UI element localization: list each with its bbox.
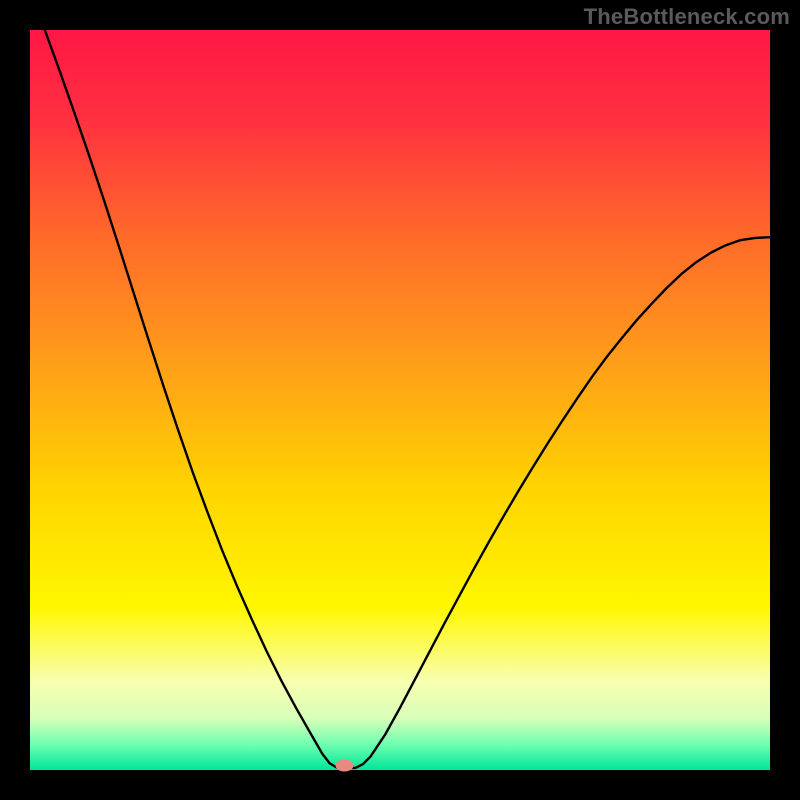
bottleneck-curve-chart [0,0,800,800]
plot-background [30,30,770,770]
chart-container: TheBottleneck.com [0,0,800,800]
optimal-point-marker [336,760,354,772]
watermark-text: TheBottleneck.com [584,4,790,30]
